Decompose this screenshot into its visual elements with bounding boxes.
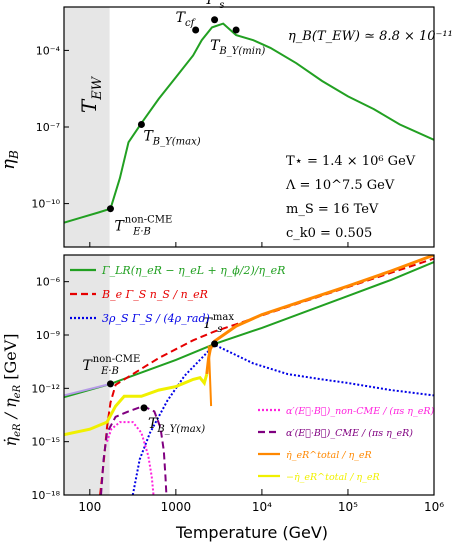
bottom-ytick-label-4: 10⁻¹⁸ [31, 489, 60, 502]
params-box: T⋆ = 1.4 × 10⁶ GeV Λ = 10^7.5 GeV m_S = … [285, 154, 416, 241]
top-marker-1 [137, 120, 145, 128]
bottom-plot-frame [63, 254, 435, 496]
bottom-ytick-label-1: 10⁻⁹ [36, 329, 60, 342]
top-marker-3 [211, 16, 219, 24]
bottom-marker-label-1: TB_Y(max) [148, 416, 205, 435]
param-ms: m_S = 16 TeV [286, 202, 379, 217]
top-shaded-region [64, 7, 110, 247]
bottom-xtick-label-2: 10⁴ [252, 500, 272, 514]
bottom-panel: Tnon-CME E·BTB_Y(max)Tmax s 10⁻⁶10⁻⁹10⁻¹²1… [1, 254, 444, 542]
series-neg_total [64, 373, 209, 437]
bottom-ytick-label-2: 10⁻¹² [31, 382, 60, 395]
top-series-line-0 [64, 22, 434, 224]
top-ytick-label-0: 10⁻⁴ [36, 44, 61, 57]
top-marker-label-0: Tnon-CME E·B [114, 215, 172, 238]
series-lavender [64, 382, 111, 397]
bottom-xtick-label-4: 10⁶ [424, 500, 444, 514]
legend-upper-label-0: Γ_LR(η_eR − η_eL + η_ϕ/2)/η_eR [101, 264, 285, 277]
bottom-ytick-label-3: 10⁻¹⁵ [31, 436, 60, 449]
param-tstar: T⋆ = 1.4 × 10⁶ GeV [286, 154, 416, 169]
series-rho_s [131, 343, 434, 495]
bottom-marker-label-0: Tnon-CME E·B [82, 354, 140, 377]
top-marker-2 [192, 26, 200, 34]
legend-lower-label-3: −η̇_eR^total / η_eR [286, 472, 380, 483]
series-gamma_lr [64, 261, 434, 399]
param-lambda: Λ = 10^7.5 GeV [285, 178, 395, 193]
legend-lower-label-0: α′(E⃗·B⃗)_non-CME / (πs η_eR) [286, 406, 434, 417]
top-ytick-label-2: 10⁻¹⁰ [31, 198, 60, 211]
legend-upper: Γ_LR(η_eR − η_eL + η_ϕ/2)/η_eR B_e Γ_S n_… [70, 264, 285, 325]
legend-lower-label-2: η̇_eR^total / η_eR [286, 450, 372, 461]
bottom-ylabel: η̇eR / ηeR [GeV] [1, 333, 23, 446]
xlabel: Temperature (GeV) [175, 523, 328, 542]
bottom-xtick-label-3: 10⁵ [338, 500, 358, 514]
series-total_spike [207, 345, 213, 407]
eta-result: η_B(T_EW) ≃ 8.8 × 10⁻¹¹ [288, 29, 453, 44]
top-ytick-label-1: 10⁻⁷ [36, 121, 60, 134]
legend-upper-label-2: 3ρ_S Γ_S / (4ρ_rad) [102, 312, 210, 325]
legend-lower-label-1: α′(E⃗·B⃗)_CME / (πs η_eR) [286, 428, 413, 439]
bottom-marker-1 [140, 404, 148, 412]
series-noncme [106, 421, 155, 495]
bottom-ytick-label-0: 10⁻⁶ [36, 276, 61, 289]
legend-upper-label-1: B_e Γ_S n_S / n_eR [101, 288, 208, 301]
top-ylabel: ηB [0, 150, 21, 170]
top-marker-label-1: TB_Y(max) [143, 128, 200, 147]
top-marker-label-2: Tcf [176, 10, 197, 29]
top-marker-4 [232, 26, 240, 34]
bottom-xtick-label-0: 100 [78, 500, 101, 514]
top-marker-0 [106, 205, 114, 213]
bottom-marker-2 [211, 340, 219, 348]
param-ck0: c_k0 = 0.505 [286, 226, 372, 241]
bottom-xtick-label-1: 1000 [161, 500, 192, 514]
legend-lower: α′(E⃗·B⃗)_non-CME / (πs η_eR) α′(E⃗·B⃗)_C… [258, 406, 434, 483]
bottom-marker-0 [106, 380, 114, 388]
